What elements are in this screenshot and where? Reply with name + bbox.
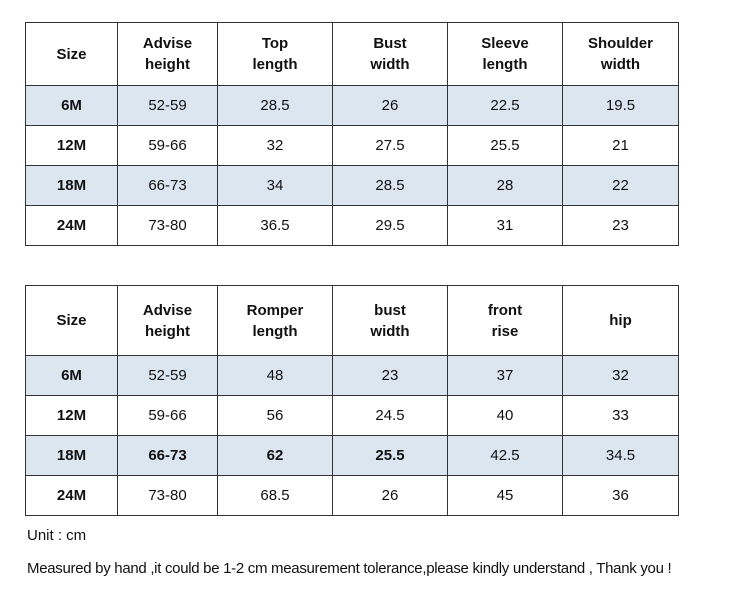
data-cell: 52-59 (117, 355, 218, 396)
data-cell: 33 (562, 395, 679, 436)
data-cell: 18M (25, 435, 118, 476)
data-cell: 25.5 (332, 435, 448, 476)
data-cell: 36 (562, 475, 679, 516)
data-cell: 24M (25, 205, 118, 246)
data-cell: 59-66 (117, 125, 218, 166)
unit-note: Unit : cm (27, 527, 87, 544)
header-row: Size Advise height Top length Bust width Sle… (25, 22, 679, 86)
data-cell: 42.5 (447, 435, 563, 476)
data-cell: 73-80 (117, 205, 218, 246)
header-cell: Advise height (117, 285, 218, 356)
header-cell: front rise (447, 285, 563, 356)
data-cell: 23 (562, 205, 679, 246)
data-cell: 62 (217, 435, 333, 476)
data-cell: 59-66 (117, 395, 218, 436)
header-cell: Top length (217, 22, 333, 86)
header-cell: Advise height (117, 22, 218, 86)
data-cell: 21 (562, 125, 679, 166)
data-cell: 28.5 (332, 165, 448, 206)
data-row: 24M 73-80 36.5 29.5 31 23 (25, 205, 679, 246)
data-cell: 32 (562, 355, 679, 396)
data-cell: 22 (562, 165, 679, 206)
data-cell: 36.5 (217, 205, 333, 246)
data-row: 24M 73-80 68.5 26 45 36 (25, 475, 679, 516)
data-cell: 52-59 (117, 85, 218, 126)
header-cell: Shoulder width (562, 22, 679, 86)
data-cell: 73-80 (117, 475, 218, 516)
data-row: 12M 59-66 32 27.5 25.5 21 (25, 125, 679, 166)
data-row: 18M 66-73 34 28.5 28 22 (25, 165, 679, 206)
data-cell: 27.5 (332, 125, 448, 166)
data-cell: 37 (447, 355, 563, 396)
data-cell: 19.5 (562, 85, 679, 126)
data-cell: 23 (332, 355, 448, 396)
tolerance-note: Measured by hand ,it could be 1-2 cm mea… (27, 560, 672, 577)
size-table: Size Advise height Top length Bust width Sle… (25, 22, 679, 246)
header-cell: hip (562, 285, 679, 356)
data-cell: 26 (332, 85, 448, 126)
data-cell: 12M (25, 125, 118, 166)
data-cell: 34 (217, 165, 333, 206)
data-cell: 26 (332, 475, 448, 516)
data-cell: 6M (25, 85, 118, 126)
data-cell: 66-73 (117, 435, 218, 476)
data-cell: 66-73 (117, 165, 218, 206)
header-cell: Romper length (217, 285, 333, 356)
data-cell: 12M (25, 395, 118, 436)
data-cell: 6M (25, 355, 118, 396)
data-cell: 24M (25, 475, 118, 516)
data-cell: 68.5 (217, 475, 333, 516)
data-cell: 56 (217, 395, 333, 436)
size-table: Size Advise height Romper length bust width… (25, 285, 679, 516)
data-cell: 24.5 (332, 395, 448, 436)
data-row: 12M 59-66 56 24.5 40 33 (25, 395, 679, 436)
data-cell: 28 (447, 165, 563, 206)
data-cell: 32 (217, 125, 333, 166)
data-cell: 25.5 (447, 125, 563, 166)
header-cell: Size (25, 285, 118, 356)
header-cell: bust width (332, 285, 448, 356)
data-cell: 18M (25, 165, 118, 206)
data-row: 6M 52-59 48 23 37 32 (25, 355, 679, 396)
header-cell: Size (25, 22, 118, 86)
data-row: 6M 52-59 28.5 26 22.5 19.5 (25, 85, 679, 126)
header-row: Size Advise height Romper length bust width… (25, 285, 679, 356)
data-cell: 48 (217, 355, 333, 396)
header-cell: Sleeve length (447, 22, 563, 86)
header-cell: Bust width (332, 22, 448, 86)
data-cell: 34.5 (562, 435, 679, 476)
data-cell: 45 (447, 475, 563, 516)
data-cell: 31 (447, 205, 563, 246)
data-cell: 40 (447, 395, 563, 436)
data-cell: 28.5 (217, 85, 333, 126)
data-cell: 22.5 (447, 85, 563, 126)
data-row: 18M 66-73 62 25.5 42.5 34.5 (25, 435, 679, 476)
data-cell: 29.5 (332, 205, 448, 246)
